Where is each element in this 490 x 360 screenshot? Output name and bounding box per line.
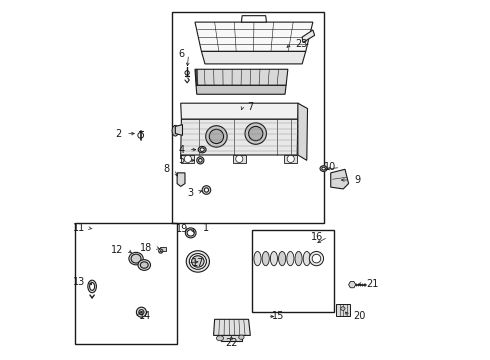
Ellipse shape	[322, 167, 325, 170]
Ellipse shape	[129, 252, 143, 265]
Text: 12: 12	[110, 245, 123, 255]
Circle shape	[236, 156, 243, 162]
Ellipse shape	[198, 147, 206, 153]
Circle shape	[245, 123, 267, 144]
Bar	[160, 247, 166, 251]
Polygon shape	[242, 16, 267, 22]
Ellipse shape	[90, 283, 95, 291]
Text: 9: 9	[354, 175, 360, 185]
Polygon shape	[348, 282, 356, 288]
Bar	[181, 155, 194, 163]
Circle shape	[209, 129, 223, 144]
Ellipse shape	[185, 228, 196, 238]
Polygon shape	[331, 169, 348, 189]
Ellipse shape	[88, 280, 97, 293]
Ellipse shape	[279, 251, 286, 266]
Ellipse shape	[303, 251, 310, 266]
Text: 2: 2	[116, 129, 122, 139]
Text: 6: 6	[178, 49, 184, 59]
Text: 7: 7	[247, 102, 253, 112]
Text: 4: 4	[178, 145, 184, 155]
Circle shape	[202, 186, 211, 194]
Polygon shape	[201, 51, 306, 64]
Ellipse shape	[187, 230, 194, 236]
Polygon shape	[214, 319, 250, 336]
Ellipse shape	[295, 251, 302, 266]
Text: 15: 15	[272, 311, 284, 321]
Ellipse shape	[341, 307, 345, 310]
Ellipse shape	[140, 262, 148, 268]
Ellipse shape	[239, 335, 244, 339]
Circle shape	[287, 156, 294, 162]
Circle shape	[136, 307, 147, 317]
Circle shape	[309, 251, 323, 266]
Text: 21: 21	[367, 279, 379, 289]
Circle shape	[312, 254, 321, 263]
Ellipse shape	[172, 125, 178, 136]
Text: 20: 20	[353, 311, 365, 321]
Ellipse shape	[270, 251, 277, 266]
Text: 23: 23	[296, 39, 308, 49]
Circle shape	[197, 157, 204, 164]
Polygon shape	[195, 69, 288, 85]
Text: 11: 11	[73, 223, 85, 233]
Polygon shape	[195, 22, 313, 51]
Polygon shape	[220, 334, 242, 341]
Text: 3: 3	[187, 188, 193, 198]
Polygon shape	[302, 30, 315, 42]
Ellipse shape	[138, 260, 150, 270]
Ellipse shape	[217, 336, 223, 341]
Ellipse shape	[200, 148, 204, 152]
Bar	[75, 223, 177, 344]
Circle shape	[248, 126, 263, 141]
Ellipse shape	[254, 251, 261, 266]
Bar	[336, 304, 350, 316]
Ellipse shape	[186, 251, 209, 272]
Polygon shape	[175, 125, 182, 135]
Text: 10: 10	[324, 162, 336, 172]
Text: 19: 19	[175, 224, 188, 234]
Text: 5: 5	[178, 156, 184, 165]
Text: 16: 16	[311, 232, 323, 242]
Polygon shape	[177, 173, 185, 186]
Text: 18: 18	[140, 243, 152, 253]
Text: 17: 17	[192, 258, 204, 268]
Polygon shape	[181, 119, 298, 155]
Circle shape	[184, 156, 192, 162]
Text: 22: 22	[225, 338, 238, 347]
Circle shape	[159, 249, 163, 253]
Polygon shape	[181, 103, 298, 119]
Circle shape	[204, 188, 209, 192]
Text: 13: 13	[73, 277, 85, 287]
Ellipse shape	[262, 251, 270, 266]
Polygon shape	[196, 85, 286, 94]
Ellipse shape	[131, 254, 141, 263]
Circle shape	[139, 310, 144, 315]
Ellipse shape	[320, 166, 327, 171]
Text: 8: 8	[164, 164, 170, 174]
Ellipse shape	[192, 256, 204, 267]
Circle shape	[206, 126, 227, 147]
Ellipse shape	[287, 251, 294, 266]
Ellipse shape	[189, 253, 206, 269]
Bar	[233, 155, 245, 163]
Polygon shape	[298, 103, 308, 160]
Circle shape	[198, 158, 202, 162]
Text: 14: 14	[139, 311, 151, 321]
Bar	[252, 230, 334, 312]
Bar	[172, 12, 323, 223]
Bar	[284, 155, 297, 163]
Text: 1: 1	[203, 223, 209, 233]
